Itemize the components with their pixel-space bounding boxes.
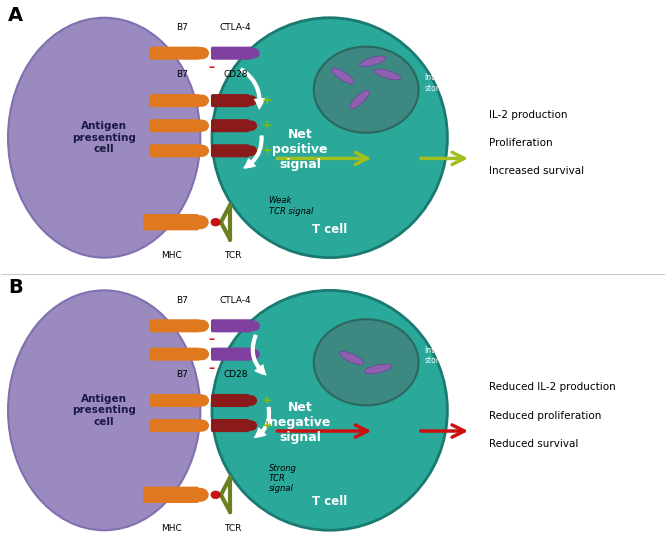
FancyBboxPatch shape [150,394,200,407]
Text: Antigen
presenting
cell: Antigen presenting cell [72,121,136,155]
Ellipse shape [374,69,400,80]
Ellipse shape [195,95,208,106]
Text: B7: B7 [176,70,188,79]
FancyBboxPatch shape [211,119,250,132]
Text: Reduced survival: Reduced survival [489,439,578,449]
Text: B7: B7 [176,296,188,305]
Ellipse shape [245,146,256,156]
Text: B: B [8,278,23,297]
Text: IL-2 production: IL-2 production [489,110,567,120]
Ellipse shape [339,351,364,364]
Ellipse shape [195,395,208,406]
Text: Proliferation: Proliferation [489,138,553,148]
FancyBboxPatch shape [150,47,200,60]
Text: CD28: CD28 [223,370,248,379]
Ellipse shape [248,350,259,359]
FancyBboxPatch shape [150,319,200,332]
FancyBboxPatch shape [211,47,252,60]
Text: –: – [208,61,214,74]
Text: Net
positive
signal: Net positive signal [272,128,328,171]
Ellipse shape [211,491,220,499]
FancyBboxPatch shape [143,214,199,230]
Ellipse shape [245,121,256,130]
FancyBboxPatch shape [211,347,252,361]
FancyBboxPatch shape [150,419,200,432]
Text: –: – [208,334,214,346]
FancyBboxPatch shape [211,144,250,157]
Ellipse shape [248,49,259,58]
Text: Net
negative
signal: Net negative signal [269,401,330,444]
Text: MHC: MHC [161,251,182,260]
FancyArrowPatch shape [240,68,264,109]
Text: +: + [261,94,272,107]
Ellipse shape [364,364,392,374]
Text: Increased survival: Increased survival [489,167,584,176]
FancyBboxPatch shape [150,144,200,157]
Ellipse shape [350,90,369,109]
Text: +: + [261,144,272,157]
Text: +: + [261,119,272,132]
FancyBboxPatch shape [150,94,200,107]
Text: Antigen
presenting
cell: Antigen presenting cell [72,393,136,427]
Ellipse shape [195,349,208,359]
Text: Reduced proliferation: Reduced proliferation [489,411,601,421]
Text: TCR: TCR [224,524,242,533]
Text: B7: B7 [176,370,188,379]
Ellipse shape [8,290,200,530]
Ellipse shape [314,47,418,133]
Ellipse shape [8,18,200,258]
FancyBboxPatch shape [211,419,250,432]
Text: –: – [208,362,214,375]
Ellipse shape [195,145,208,156]
FancyArrowPatch shape [254,407,270,437]
Ellipse shape [360,56,386,67]
Text: T cell: T cell [312,495,347,509]
FancyBboxPatch shape [211,94,250,107]
FancyArrowPatch shape [251,335,266,375]
Text: MHC: MHC [161,524,182,533]
Text: +: + [261,394,272,407]
Ellipse shape [195,48,208,59]
Text: Weak
TCR signal: Weak TCR signal [268,196,313,215]
Ellipse shape [332,68,354,84]
Text: CD28: CD28 [223,70,248,79]
Text: Reduced IL-2 production: Reduced IL-2 production [489,383,615,392]
Ellipse shape [192,489,208,501]
Text: +: + [261,419,272,432]
FancyBboxPatch shape [211,319,252,332]
Ellipse shape [245,421,256,430]
Ellipse shape [245,396,256,405]
Text: A: A [8,5,23,25]
Ellipse shape [195,120,208,131]
Text: Strong
TCR
signal: Strong TCR signal [268,464,296,493]
Text: Intracellular
stores: Intracellular stores [424,73,471,93]
Text: TCR: TCR [224,251,242,260]
Text: CTLA-4: CTLA-4 [220,24,251,32]
Ellipse shape [314,319,418,406]
Text: Intracellular
stores: Intracellular stores [424,346,471,366]
Text: T cell: T cell [312,223,347,236]
Ellipse shape [245,96,256,105]
Ellipse shape [212,290,448,530]
Ellipse shape [195,420,208,431]
FancyBboxPatch shape [150,347,200,361]
Ellipse shape [211,219,220,226]
FancyBboxPatch shape [150,119,200,132]
Ellipse shape [192,216,208,229]
FancyArrowPatch shape [244,136,263,168]
Ellipse shape [195,321,208,331]
Text: B7: B7 [176,24,188,32]
Text: CTLA-4: CTLA-4 [220,296,251,305]
FancyBboxPatch shape [143,487,199,503]
Ellipse shape [212,18,448,258]
FancyBboxPatch shape [211,394,250,407]
Ellipse shape [248,321,259,330]
